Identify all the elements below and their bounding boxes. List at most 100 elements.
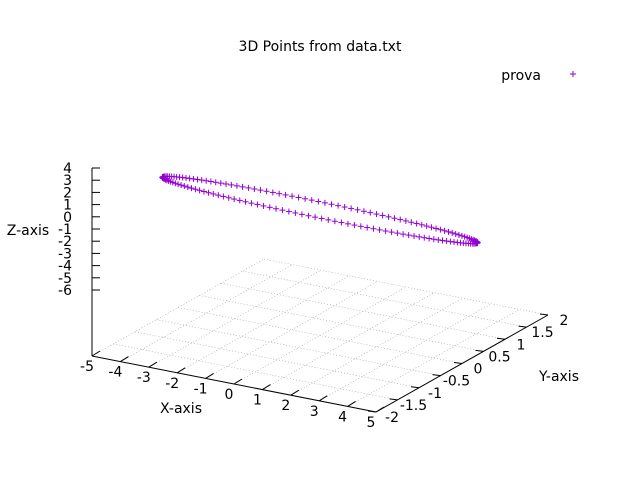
- data-point: [379, 212, 386, 219]
- grid-line-y: [199, 295, 484, 352]
- data-point: [318, 215, 325, 222]
- data-point: [242, 198, 249, 205]
- data-point: [184, 184, 191, 191]
- data-point: [428, 224, 435, 231]
- y-tick-mark: [539, 313, 549, 316]
- x-tick-mark: [148, 361, 158, 368]
- data-point: [254, 201, 261, 208]
- grid-line-y: [177, 307, 463, 364]
- data-point: [413, 220, 420, 227]
- data-point: [341, 204, 348, 211]
- data-point: [175, 181, 182, 188]
- data-point: [433, 225, 440, 232]
- data-point: [276, 190, 283, 197]
- data-point: [257, 187, 264, 194]
- x-tick-mark: [375, 406, 385, 413]
- data-point: [439, 237, 446, 244]
- x-tick-mark: [262, 384, 271, 391]
- x-tick-mark: [205, 372, 214, 379]
- series-prova: [159, 173, 481, 247]
- data-point: [321, 199, 328, 206]
- y-tick-label: -1: [428, 386, 442, 402]
- data-point: [305, 212, 312, 219]
- x-tick-mark: [176, 367, 186, 374]
- data-point: [331, 218, 338, 225]
- data-point: [190, 175, 197, 182]
- data-point: [423, 223, 430, 230]
- z-tick-label: -2: [58, 234, 72, 250]
- data-point: [411, 233, 418, 240]
- x-tick-label: -1: [194, 381, 208, 397]
- data-point: [351, 222, 358, 229]
- data-point: [470, 236, 477, 243]
- data-point: [222, 180, 229, 187]
- legend-label: prova: [501, 68, 541, 84]
- grid-line-x: [177, 275, 350, 374]
- data-point: [325, 216, 332, 223]
- data-point: [416, 233, 423, 240]
- x-tick-label: 1: [253, 393, 262, 409]
- y-tick-mark: [475, 349, 484, 352]
- grid-line-y: [242, 270, 527, 328]
- data-point: [302, 195, 309, 202]
- data-point: [400, 231, 407, 238]
- x-tick-label: 5: [367, 415, 376, 431]
- x-tick-mark: [318, 395, 328, 402]
- z-tick-label: -3: [58, 246, 72, 262]
- z-tick-label: 4: [63, 161, 72, 177]
- y-tick-label: 1: [517, 337, 526, 353]
- data-point: [194, 176, 201, 183]
- data-point: [447, 238, 454, 245]
- x-tick-label: -4: [108, 365, 122, 381]
- data-point: [312, 214, 319, 221]
- data-point: [367, 209, 374, 216]
- data-point: [298, 211, 305, 218]
- data-point: [360, 208, 367, 215]
- chart-title: 3D Points from data.txt: [239, 39, 402, 55]
- x-tick-label: -2: [165, 376, 179, 392]
- data-point: [207, 178, 214, 185]
- data-point: [394, 230, 401, 237]
- data-point: [266, 204, 273, 211]
- data-point: [391, 215, 398, 222]
- data-point: [188, 185, 195, 192]
- floor-grid: [91, 258, 549, 413]
- data-point: [178, 182, 185, 189]
- y-tick-mark: [496, 337, 506, 340]
- z-tick-label: -4: [58, 259, 72, 275]
- data-point: [192, 186, 199, 193]
- data-point: [348, 205, 355, 212]
- data-point: [231, 196, 238, 203]
- data-point: [443, 238, 450, 245]
- data-point: [292, 209, 299, 216]
- data-point: [225, 194, 232, 201]
- z-tick-label: -6: [58, 283, 72, 299]
- data-point: [408, 219, 415, 226]
- x-tick-label: -3: [137, 370, 151, 386]
- data-point: [217, 180, 224, 187]
- data-point: [285, 208, 292, 215]
- data-point: [474, 239, 481, 246]
- grid-line-y: [134, 331, 420, 389]
- data-point: [458, 232, 465, 239]
- data-point: [245, 184, 252, 191]
- data-point: [186, 175, 193, 182]
- data-point: [373, 211, 380, 218]
- data-point: [263, 188, 270, 195]
- y-tick-mark: [367, 410, 377, 413]
- legend-marker-plus: [570, 71, 576, 77]
- y-tick-mark: [453, 362, 463, 364]
- y-tick-label: -0.5: [443, 374, 470, 390]
- data-point: [248, 200, 255, 207]
- data-point: [295, 194, 302, 201]
- data-point: [279, 207, 286, 214]
- data-point: [210, 190, 217, 197]
- data-point: [397, 216, 404, 223]
- data-point: [354, 206, 361, 213]
- data-point: [418, 221, 425, 228]
- data-point: [228, 181, 235, 188]
- data-point: [376, 226, 383, 233]
- data-point: [308, 197, 315, 204]
- data-point: [282, 191, 289, 198]
- y-tick-mark: [389, 398, 398, 401]
